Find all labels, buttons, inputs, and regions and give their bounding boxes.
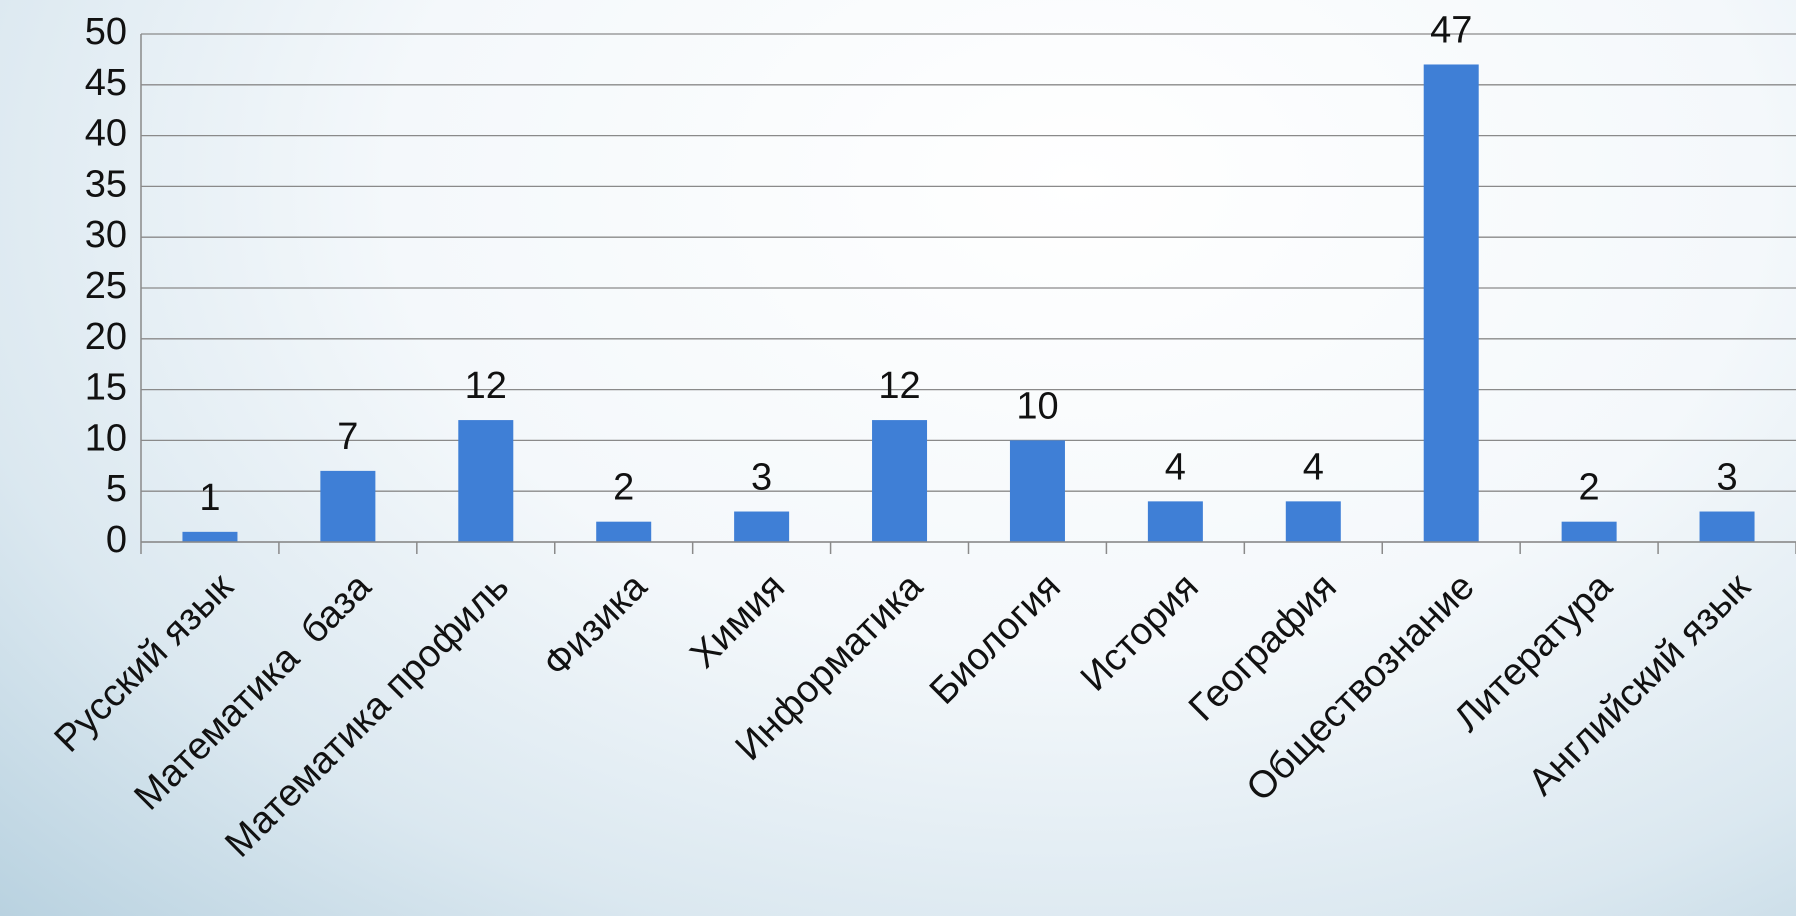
- data-label: 3: [751, 457, 772, 499]
- y-tick-label: 35: [85, 163, 127, 205]
- data-label: 12: [465, 365, 507, 407]
- data-label: 7: [337, 416, 358, 458]
- bar: [320, 470, 376, 542]
- data-label: 2: [613, 467, 634, 509]
- data-label: 10: [1016, 385, 1058, 427]
- bar: [596, 521, 652, 542]
- x-tick-label: Биология: [922, 566, 1069, 713]
- bar: [1147, 501, 1203, 542]
- x-tick-label: Физика: [535, 565, 655, 685]
- y-tick-label: 40: [85, 113, 127, 155]
- bar: [734, 511, 790, 542]
- bar: [1561, 521, 1617, 542]
- x-tick-label: Математика база: [127, 565, 380, 818]
- y-tick-label: 10: [85, 417, 127, 459]
- x-tick-label: История: [1073, 566, 1207, 700]
- y-tick-label: 5: [106, 468, 127, 510]
- data-label: 4: [1165, 446, 1186, 488]
- bar: [1423, 64, 1479, 542]
- y-tick-label: 20: [85, 316, 127, 358]
- y-tick-label: 50: [85, 11, 127, 53]
- data-label: 3: [1716, 457, 1737, 499]
- bar: [872, 420, 928, 542]
- bar: [1699, 511, 1755, 542]
- y-tick-label: 15: [85, 367, 127, 409]
- bar: [182, 531, 238, 542]
- y-tick-label: 45: [85, 62, 127, 104]
- data-label: 2: [1579, 467, 1600, 509]
- bar: [458, 420, 514, 542]
- bar: [1009, 440, 1065, 542]
- data-label: 47: [1430, 10, 1472, 52]
- x-tick-label: Обществознание: [1239, 566, 1483, 810]
- y-tick-label: 25: [85, 265, 127, 307]
- data-label: 1: [199, 477, 220, 519]
- y-tick-label: 30: [85, 214, 127, 256]
- data-label: 4: [1303, 446, 1324, 488]
- x-tick-label: Химия: [682, 566, 793, 677]
- y-tick-label: 0: [106, 519, 127, 561]
- bar: [1285, 501, 1341, 542]
- data-label: 12: [878, 365, 920, 407]
- x-tick-label: Математика профиль: [217, 566, 517, 866]
